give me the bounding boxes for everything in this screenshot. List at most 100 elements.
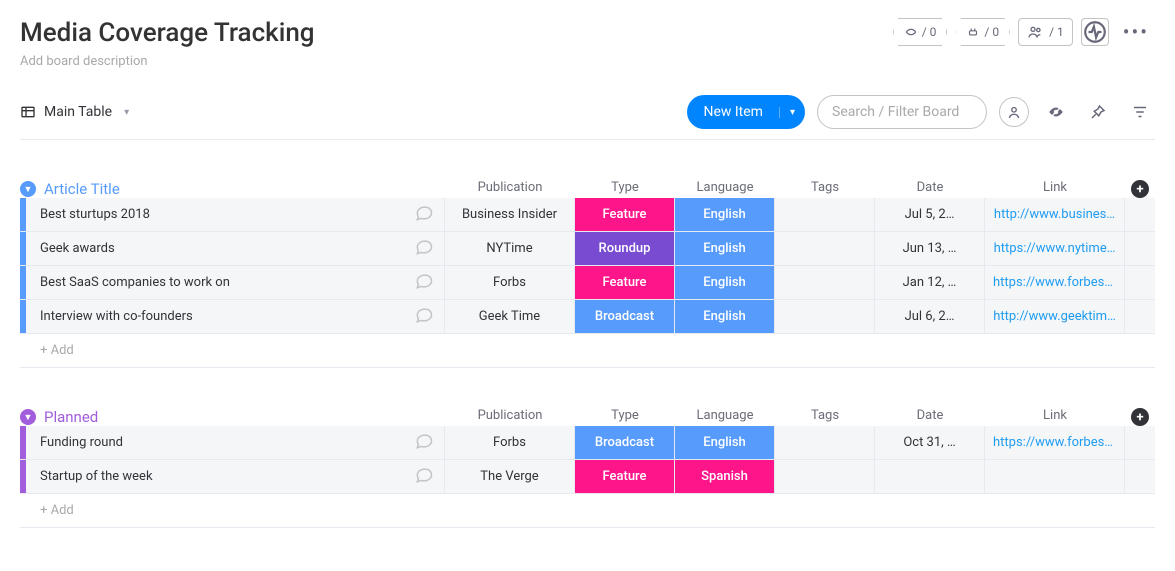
publication-cell[interactable]: NYTime bbox=[445, 232, 575, 265]
column-header-publication[interactable]: Publication bbox=[445, 180, 575, 198]
date-cell[interactable]: Jul 6, 2… bbox=[875, 300, 985, 333]
link-cell[interactable]: http://www.geektim… bbox=[985, 300, 1125, 333]
link-anchor[interactable]: https://www.forbes.… bbox=[985, 435, 1124, 450]
tags-cell[interactable] bbox=[775, 266, 875, 299]
conversation-icon[interactable] bbox=[414, 203, 434, 227]
publication-cell[interactable]: Business Insider bbox=[445, 198, 575, 231]
type-badge: Feature bbox=[575, 198, 674, 231]
integrations-badge[interactable]: / 0 bbox=[955, 18, 1010, 46]
table-row[interactable]: Geek awardsNYTimeRoundupEnglish Jun 13, …… bbox=[20, 232, 1155, 266]
item-title-cell[interactable]: Best sturtups 2018 bbox=[26, 198, 445, 231]
new-item-dropdown[interactable]: ▾ bbox=[779, 107, 805, 118]
members-badge[interactable]: / 1 bbox=[1018, 18, 1073, 46]
publication-cell[interactable]: Forbs bbox=[445, 426, 575, 459]
table-row[interactable]: Funding roundForbsBroadcastEnglish Oct 31… bbox=[20, 426, 1155, 460]
link-anchor[interactable]: https://www.forbes.… bbox=[985, 275, 1124, 290]
tags-cell[interactable] bbox=[775, 426, 875, 459]
type-cell[interactable]: Feature bbox=[575, 460, 675, 493]
type-cell[interactable]: Feature bbox=[575, 198, 675, 231]
column-header-date[interactable]: Date bbox=[875, 180, 985, 198]
more-menu-button[interactable]: ••• bbox=[1117, 20, 1155, 44]
item-title-cell[interactable]: Best SaaS companies to work on bbox=[26, 266, 445, 299]
date-cell[interactable]: Oct 31, … bbox=[875, 426, 985, 459]
table-row[interactable]: Startup of the weekThe VergeFeatureSpani… bbox=[20, 460, 1155, 494]
date-cell[interactable]: Jun 13, … bbox=[875, 232, 985, 265]
column-header-date[interactable]: Date bbox=[875, 408, 985, 426]
tags-cell[interactable] bbox=[775, 460, 875, 493]
language-badge: English bbox=[675, 266, 774, 299]
link-cell[interactable]: http://www.busines… bbox=[985, 198, 1125, 231]
table-row[interactable]: Interview with co-foundersGeek TimeBroad… bbox=[20, 300, 1155, 334]
add-row-button[interactable]: + Add bbox=[20, 494, 1155, 528]
group-title[interactable]: Planned bbox=[44, 408, 98, 426]
board-description[interactable]: Add board description bbox=[20, 54, 315, 69]
eye-off-icon bbox=[1047, 103, 1065, 121]
group-collapse-toggle[interactable]: ▼ bbox=[20, 181, 36, 197]
page-title: Media Coverage Tracking bbox=[20, 18, 315, 48]
link-anchor[interactable]: http://www.geektim… bbox=[985, 309, 1124, 324]
publication-cell[interactable]: Geek Time bbox=[445, 300, 575, 333]
type-cell[interactable]: Broadcast bbox=[575, 426, 675, 459]
new-item-button[interactable]: New Item ▾ bbox=[687, 95, 805, 129]
conversation-icon[interactable] bbox=[414, 271, 434, 295]
column-header-type[interactable]: Type bbox=[575, 408, 675, 426]
type-cell[interactable]: Broadcast bbox=[575, 300, 675, 333]
tags-cell[interactable] bbox=[775, 232, 875, 265]
column-header-tags[interactable]: Tags bbox=[775, 408, 875, 426]
view-tab-main-table[interactable]: Main Table ▾ bbox=[20, 104, 129, 120]
pin-icon bbox=[1089, 103, 1107, 121]
automations-badge[interactable]: / 0 bbox=[893, 18, 948, 46]
language-cell[interactable]: English bbox=[675, 266, 775, 299]
column-header-language[interactable]: Language bbox=[675, 180, 775, 198]
link-anchor[interactable]: http://www.busines… bbox=[986, 207, 1123, 222]
column-header-language[interactable]: Language bbox=[675, 408, 775, 426]
conversation-icon[interactable] bbox=[414, 465, 434, 489]
table-row[interactable]: Best SaaS companies to work onForbsFeatu… bbox=[20, 266, 1155, 300]
date-cell[interactable]: Jan 12, … bbox=[875, 266, 985, 299]
column-header-link[interactable]: Link bbox=[985, 408, 1125, 426]
language-cell[interactable]: Spanish bbox=[675, 460, 775, 493]
add-column-button[interactable]: + bbox=[1125, 180, 1155, 198]
language-cell[interactable]: English bbox=[675, 232, 775, 265]
group-collapse-toggle[interactable]: ▼ bbox=[20, 409, 36, 425]
item-title-cell[interactable]: Geek awards bbox=[26, 232, 445, 265]
tags-cell[interactable] bbox=[775, 198, 875, 231]
integration-count: / 0 bbox=[984, 25, 999, 39]
tags-cell[interactable] bbox=[775, 300, 875, 333]
column-header-publication[interactable]: Publication bbox=[445, 408, 575, 426]
language-cell[interactable]: English bbox=[675, 300, 775, 333]
language-cell[interactable]: English bbox=[675, 426, 775, 459]
add-column-button[interactable]: + bbox=[1125, 408, 1155, 426]
item-title-cell[interactable]: Funding round bbox=[26, 426, 445, 459]
hide-button[interactable] bbox=[1041, 97, 1071, 127]
publication-cell[interactable]: The Verge bbox=[445, 460, 575, 493]
column-header-type[interactable]: Type bbox=[575, 180, 675, 198]
link-anchor[interactable]: https://www.nytime… bbox=[986, 241, 1124, 256]
language-cell[interactable]: English bbox=[675, 198, 775, 231]
publication-cell[interactable]: Forbs bbox=[445, 266, 575, 299]
date-cell[interactable]: Jul 5, 2… bbox=[875, 198, 985, 231]
person-filter-button[interactable] bbox=[999, 97, 1029, 127]
pin-button[interactable] bbox=[1083, 97, 1113, 127]
group-title[interactable]: Article Title bbox=[44, 180, 120, 198]
conversation-icon[interactable] bbox=[414, 305, 434, 329]
link-cell[interactable] bbox=[985, 460, 1125, 493]
table-row[interactable]: Best sturtups 2018Business InsiderFeatur… bbox=[20, 198, 1155, 232]
filter-button[interactable] bbox=[1125, 97, 1155, 127]
search-input[interactable]: Search / Filter Board bbox=[817, 95, 987, 129]
column-header-link[interactable]: Link bbox=[985, 180, 1125, 198]
conversation-icon[interactable] bbox=[414, 431, 434, 455]
item-title-cell[interactable]: Interview with co-founders bbox=[26, 300, 445, 333]
type-cell[interactable]: Roundup bbox=[575, 232, 675, 265]
link-cell[interactable]: https://www.forbes.… bbox=[985, 266, 1125, 299]
activity-button[interactable] bbox=[1081, 18, 1109, 46]
link-cell[interactable]: https://www.nytime… bbox=[985, 232, 1125, 265]
link-cell[interactable]: https://www.forbes.… bbox=[985, 426, 1125, 459]
date-cell[interactable] bbox=[875, 460, 985, 493]
type-cell[interactable]: Feature bbox=[575, 266, 675, 299]
conversation-icon[interactable] bbox=[414, 237, 434, 261]
add-row-button[interactable]: + Add bbox=[20, 334, 1155, 368]
item-title-cell[interactable]: Startup of the week bbox=[26, 460, 445, 493]
person-icon bbox=[1005, 103, 1023, 121]
column-header-tags[interactable]: Tags bbox=[775, 180, 875, 198]
